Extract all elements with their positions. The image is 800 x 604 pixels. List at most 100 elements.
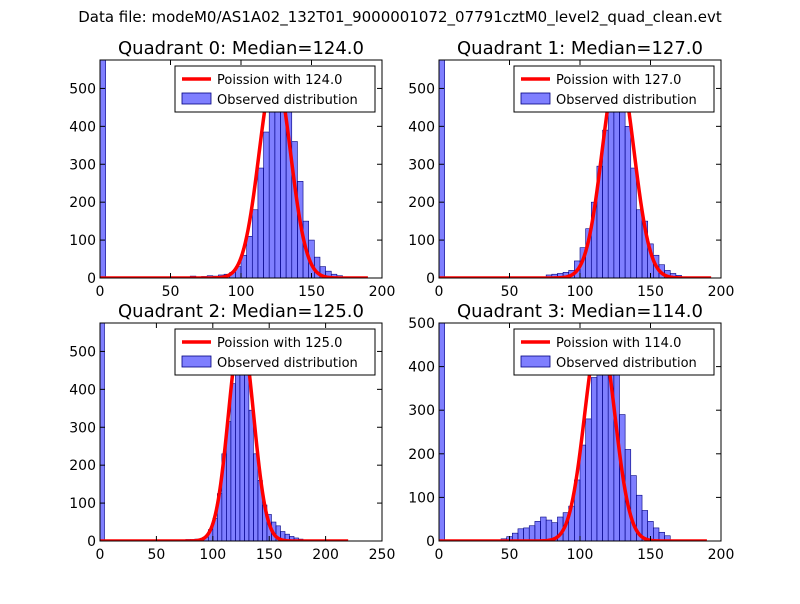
- legend-bar-swatch: [521, 93, 550, 104]
- legend-bar-swatch: [521, 356, 550, 367]
- legend: Poission with 125.0 Observed distribution: [175, 329, 375, 375]
- quadrant-0-panel: 0 50 100 150 200 0 100 200 300 400 500 Quadrant 0: …: [69, 38, 395, 300]
- y-tick-label: 400: [69, 382, 96, 398]
- histogram-bar: [524, 528, 530, 541]
- x-tick-label: 0: [96, 547, 105, 563]
- y-tick-label: 300: [69, 157, 96, 173]
- y-tick-label: 500: [69, 344, 96, 360]
- histogram-bar: [591, 378, 597, 542]
- legend-bar-swatch: [182, 356, 211, 367]
- histogram-bar: [269, 100, 275, 278]
- histogram-bar: [247, 236, 253, 278]
- histogram-bar: [252, 210, 258, 278]
- panel-title: Quadrant 2: Median=125.0: [118, 301, 364, 322]
- histogram-bar: [100, 323, 105, 541]
- y-tick-label: 500: [408, 316, 435, 332]
- legend-line-label: Poission with 124.0: [217, 73, 342, 88]
- panel-title: Quadrant 1: Median=127.0: [457, 38, 703, 59]
- y-tick-label: 200: [408, 195, 435, 211]
- legend-bar-label: Observed distribution: [217, 356, 358, 371]
- legend: Poission with 127.0 Observed distribution: [514, 66, 714, 112]
- legend-bar-label: Observed distribution: [556, 93, 697, 108]
- y-tick-label: 100: [408, 490, 435, 506]
- legend: Poission with 124.0 Observed distribution: [175, 66, 375, 112]
- x-tick-label: 0: [96, 284, 105, 300]
- x-tick-label: 50: [147, 547, 165, 563]
- legend-line-label: Poission with 127.0: [556, 73, 681, 88]
- histogram-bar: [439, 323, 445, 541]
- histogram-bar: [619, 96, 625, 278]
- y-tick-label: 200: [69, 195, 96, 211]
- figure-suptitle: Data file: modeM0/AS1A02_132T01_90000010…: [0, 8, 800, 26]
- quadrant-1-panel: 0 50 100 150 200 0 100 200 300 400 500 Quadrant 1: …: [408, 38, 734, 300]
- y-tick-label: 300: [408, 403, 435, 419]
- histogram-bar: [439, 60, 445, 278]
- x-tick-label: 200: [708, 547, 735, 563]
- x-tick-label: 150: [298, 284, 325, 300]
- y-tick-label: 100: [69, 496, 96, 512]
- x-tick-label: 100: [567, 547, 594, 563]
- x-tick-label: 0: [435, 284, 444, 300]
- histogram-bar: [100, 60, 106, 278]
- y-tick-label: 0: [87, 534, 96, 550]
- histogram-bar: [518, 529, 524, 541]
- legend-bar-label: Observed distribution: [217, 93, 358, 108]
- x-tick-label: 50: [501, 547, 519, 563]
- quadrant-3-panel: 0 50 100 150 200 0 100 200 300 400 500 Quadrant 3: …: [408, 301, 734, 563]
- x-tick-label: 150: [256, 547, 283, 563]
- x-tick-label: 200: [708, 284, 735, 300]
- x-tick-label: 0: [435, 547, 444, 563]
- legend-bar-swatch: [182, 93, 211, 104]
- histogram-bar: [636, 210, 642, 278]
- legend-line-label: Poission with 125.0: [217, 336, 342, 351]
- histogram-bar: [580, 445, 586, 541]
- y-tick-label: 200: [69, 458, 96, 474]
- x-tick-label: 50: [501, 284, 519, 300]
- x-tick-label: 200: [369, 284, 396, 300]
- histogram-bar: [258, 168, 264, 278]
- legend: Poission with 114.0 Observed distribution: [514, 329, 714, 375]
- histogram-bar: [541, 517, 547, 541]
- legend-line-label: Poission with 114.0: [556, 336, 681, 351]
- histogram-bar: [244, 374, 249, 541]
- y-tick-label: 300: [69, 420, 96, 436]
- histogram-bar: [625, 126, 631, 278]
- y-tick-label: 100: [408, 233, 435, 249]
- y-tick-label: 400: [408, 119, 435, 135]
- x-tick-label: 100: [199, 547, 226, 563]
- quadrant-2-panel: 0 50 100 150 200 250 0 100 200 300 400 500 Quadrant …: [69, 301, 395, 563]
- y-tick-label: 200: [408, 447, 435, 463]
- y-tick-label: 400: [408, 360, 435, 376]
- panel-title: Quadrant 0: Median=124.0: [118, 38, 364, 59]
- x-tick-label: 100: [228, 284, 255, 300]
- histogram-bar: [529, 526, 535, 541]
- y-tick-label: 0: [426, 534, 435, 550]
- histogram-bar: [231, 384, 236, 541]
- histogram-bar: [608, 102, 614, 278]
- y-tick-label: 500: [69, 81, 96, 97]
- y-tick-label: 500: [408, 81, 435, 97]
- x-tick-label: 50: [162, 284, 180, 300]
- legend-bar-label: Observed distribution: [556, 356, 697, 371]
- histogram-bar: [597, 349, 603, 541]
- y-tick-label: 0: [87, 271, 96, 287]
- histogram-bar: [249, 410, 254, 541]
- x-tick-label: 150: [637, 547, 664, 563]
- histogram-bar: [546, 520, 552, 541]
- x-tick-label: 250: [369, 547, 396, 563]
- histogram-bar: [264, 132, 270, 278]
- histogram-bar: [631, 168, 637, 278]
- y-tick-label: 0: [426, 271, 435, 287]
- histogram-bar: [253, 454, 258, 541]
- y-tick-label: 300: [408, 157, 435, 173]
- x-tick-label: 200: [312, 547, 339, 563]
- panel-title: Quadrant 3: Median=114.0: [457, 301, 703, 322]
- x-tick-label: 100: [567, 284, 594, 300]
- histogram-bar: [586, 419, 592, 541]
- y-tick-label: 400: [69, 119, 96, 135]
- y-tick-label: 100: [69, 233, 96, 249]
- histogram-bar: [535, 521, 541, 541]
- x-tick-label: 150: [637, 284, 664, 300]
